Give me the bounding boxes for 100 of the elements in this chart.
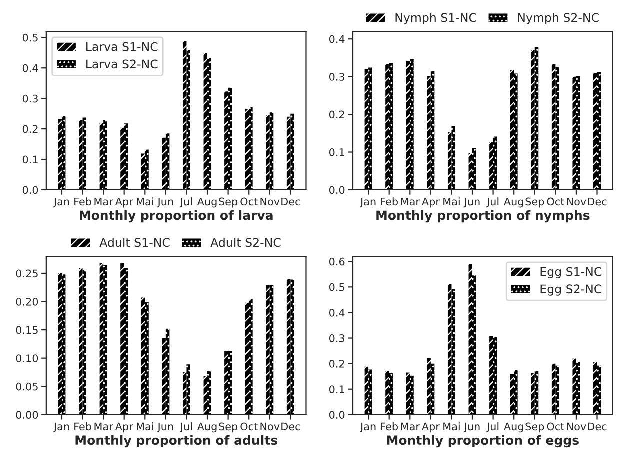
bar (182, 41, 187, 190)
y-tick-label: 0.25 (16, 270, 38, 278)
bar (594, 362, 598, 415)
x-tick-label: Jan (360, 422, 376, 433)
x-tick-label: Mai (444, 422, 460, 431)
bar (120, 263, 124, 415)
x-tick-label: Apr (422, 198, 440, 208)
bar (386, 370, 390, 415)
y-tick-label: 0.1 (22, 156, 38, 164)
legend-label: Egg S2-NC (540, 284, 602, 296)
x-tick-label: Sep (526, 198, 544, 208)
bar (531, 50, 535, 190)
x-tick-label: Jul (486, 422, 499, 433)
bar (286, 279, 291, 415)
y-tick-label: 0.6 (329, 258, 345, 266)
bar (594, 73, 598, 190)
x-tick-label: Jul (486, 198, 499, 208)
y-tick-label: 0.15 (16, 326, 38, 334)
bar (452, 289, 456, 415)
legend-label: Nymph S1-NC (396, 13, 476, 24)
x-tick-label: Mar (401, 198, 420, 206)
bar (576, 76, 580, 190)
bar (597, 72, 601, 190)
bar (468, 264, 473, 415)
x-tick-label: Sep (219, 198, 238, 208)
y-tick-label: 0.4 (329, 35, 345, 44)
x-tick-label: Mai (444, 198, 460, 206)
bar (79, 120, 83, 190)
x-tick-label: Aug (504, 198, 524, 208)
x-tick-label: Dec (588, 422, 607, 431)
bar (100, 263, 104, 415)
bar (597, 366, 601, 415)
x-tick-label: Feb (74, 198, 92, 206)
bar (245, 302, 250, 415)
bar (572, 358, 576, 415)
y-tick-label: 0.0 (329, 411, 345, 420)
y-tick-label: 0.2 (329, 110, 344, 119)
bar (389, 374, 394, 415)
x-tick-label: Jan (53, 198, 70, 208)
legend-label: Larva S2-NC (86, 60, 158, 69)
x-tick-label: Aug (197, 198, 217, 208)
bar (556, 366, 560, 415)
x-tick-label: Jun (157, 422, 174, 433)
bar (162, 138, 166, 190)
bar (162, 338, 166, 415)
y-tick-label: 0.3 (22, 94, 38, 103)
x-tick-label: Apr (115, 198, 134, 208)
x-tick-label: Nov (567, 198, 586, 206)
bar (141, 298, 146, 415)
bar (204, 376, 208, 415)
x-tick-label: Dec (282, 422, 300, 431)
bar (552, 64, 556, 190)
bar (290, 280, 294, 415)
bar (224, 92, 228, 190)
x-tick-label: Dec (282, 198, 300, 206)
y-tick-label: 0.2 (22, 125, 38, 134)
x-tick-label: Nov (260, 198, 280, 206)
y-tick-label: 0.3 (329, 73, 345, 81)
bar (452, 126, 456, 190)
x-tick-label: Aug (504, 422, 524, 433)
y-tick-label: 0.05 (16, 382, 38, 391)
x-tick-label: Feb (74, 422, 92, 431)
bar (82, 118, 87, 190)
bar (245, 109, 250, 190)
bar (448, 284, 452, 415)
x-tick-label: Oct (547, 422, 564, 431)
bar (368, 370, 372, 415)
x-tick-label: Jan (53, 422, 70, 433)
x-tick-label: Dec (588, 198, 607, 206)
y-tick-label: 0.10 (16, 354, 38, 362)
bar (141, 154, 146, 190)
bar (82, 270, 87, 415)
bar (58, 273, 62, 415)
x-tick-label: Jun (157, 198, 174, 208)
bar (286, 116, 291, 190)
bar (406, 60, 410, 190)
x-tick-label: Nov (260, 422, 280, 431)
bar (427, 358, 431, 415)
bar (224, 352, 228, 415)
bar (62, 274, 66, 415)
legend-label: Adult S2-NC (210, 238, 281, 248)
bar (104, 264, 108, 415)
bar (120, 128, 124, 190)
y-tick-label: 0.20 (16, 298, 38, 306)
bar (182, 372, 187, 415)
bar (104, 120, 108, 190)
bar (576, 362, 580, 415)
x-axis-title: Monthly proportion of larva (80, 210, 273, 223)
bar (410, 59, 414, 190)
legend-label: Egg S1-NC (540, 267, 602, 279)
y-tick-label: 0.0 (329, 186, 345, 194)
bar (556, 67, 560, 190)
bar (493, 338, 498, 415)
x-tick-label: Jan (360, 198, 376, 208)
bar (124, 124, 128, 190)
bar (490, 336, 494, 415)
x-tick-label: Jul (180, 422, 192, 433)
bar (368, 68, 372, 190)
x-tick-label: Feb (381, 422, 398, 431)
x-tick-label: Mar (401, 422, 420, 431)
